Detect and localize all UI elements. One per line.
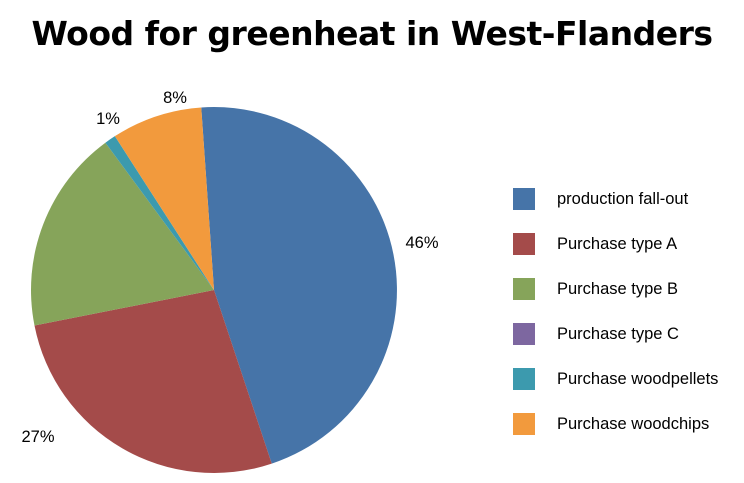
legend-swatch: [513, 368, 535, 390]
data-label: 8%: [163, 89, 187, 107]
data-label: 46%: [405, 234, 438, 252]
legend-label: Purchase woodchips: [557, 414, 710, 433]
pie-slice-production-fall-out: [201, 107, 397, 464]
pie-slice-purchase-woodpellets: [105, 136, 214, 290]
legend-label: Purchase type C: [557, 324, 679, 343]
legend-swatch: [513, 188, 535, 210]
legend-item-purchase-type-b: Purchase type B: [513, 278, 718, 300]
chart-title: Wood for greenheat in West-Flanders: [31, 14, 713, 53]
legend-swatch: [513, 413, 535, 435]
legend-swatch: [513, 233, 535, 255]
legend-swatch: [513, 278, 535, 300]
legend-label: Purchase type B: [557, 279, 679, 298]
pie-slice-purchase-type-a: [34, 290, 272, 473]
legend-item-production-fall-out: production fall-out: [513, 188, 718, 210]
data-label: 1%: [96, 110, 120, 128]
legend-item-purchase-woodpellets: Purchase woodpellets: [513, 368, 718, 390]
data-label: 27%: [21, 428, 54, 446]
legend-item-purchase-woodchips: Purchase woodchips: [513, 413, 718, 435]
legend-label: Purchase woodpellets: [557, 369, 719, 388]
legend-item-purchase-type-c: Purchase type C: [513, 323, 718, 345]
legend-item-purchase-type-a: Purchase type A: [513, 233, 718, 255]
legend-swatch: [513, 323, 535, 345]
pie-slice-purchase-woodchips: [114, 107, 214, 290]
legend: production fall-out Purchase type A Purc…: [513, 188, 718, 458]
legend-label: production fall-out: [557, 189, 689, 208]
legend-label: Purchase type A: [557, 234, 678, 253]
pie-slice-purchase-type-b: [31, 142, 214, 326]
